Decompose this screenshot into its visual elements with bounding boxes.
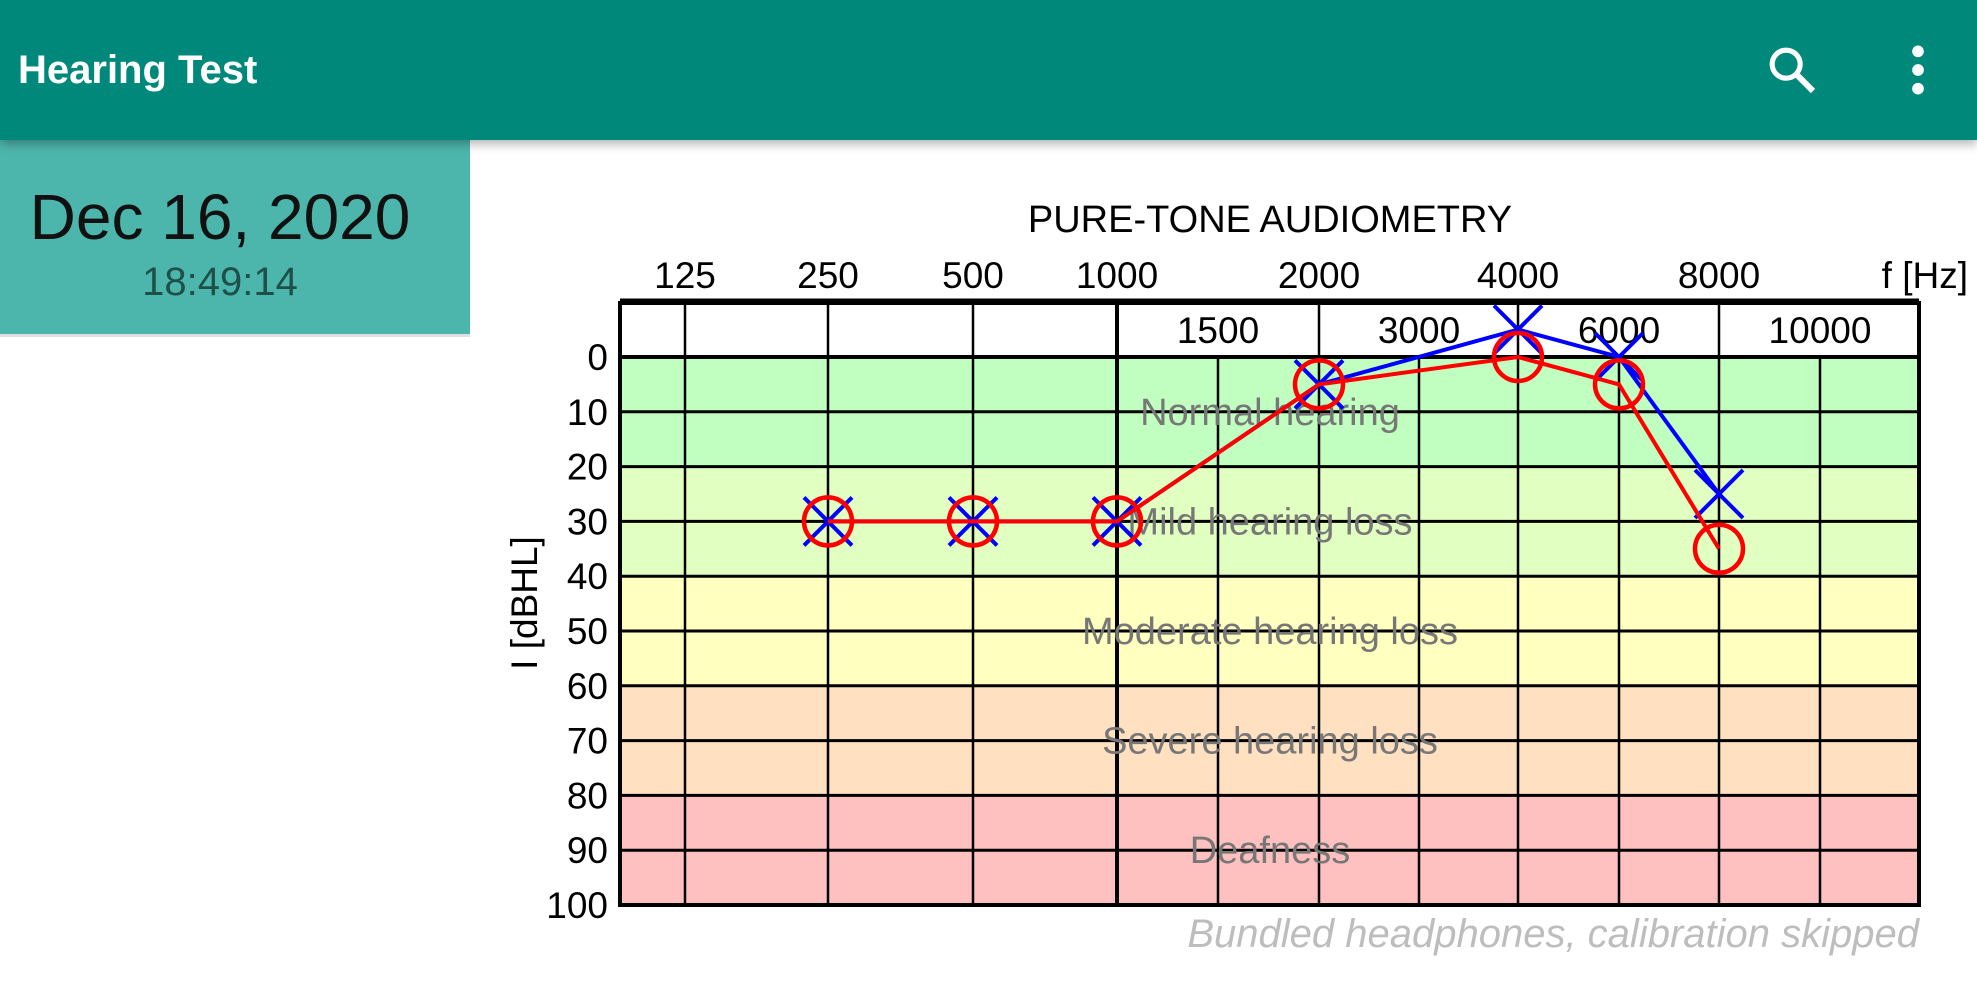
more-vert-icon bbox=[1912, 45, 1924, 95]
x-tick-label-minor: 1500 bbox=[1177, 310, 1259, 351]
right-ear-line bbox=[828, 354, 1721, 550]
chart-header-area bbox=[620, 303, 1919, 357]
right-ear-marker bbox=[1491, 330, 1545, 384]
test-list-item[interactable]: Dec 16, 2020 18:49:14 bbox=[0, 140, 470, 337]
calibration-note: Bundled headphones, calibration skipped bbox=[1187, 912, 1919, 956]
search-button[interactable] bbox=[1757, 35, 1827, 105]
search-icon bbox=[1769, 47, 1816, 94]
x-tick-label: 8000 bbox=[1678, 255, 1760, 296]
test-date: Dec 16, 2020 bbox=[29, 181, 411, 253]
zone-label: Deafness bbox=[1190, 830, 1351, 872]
y-tick-label: 50 bbox=[567, 611, 608, 652]
x-tick-label: 4000 bbox=[1477, 255, 1559, 296]
app-title: Hearing Test bbox=[18, 48, 258, 92]
y-tick-label: 40 bbox=[567, 556, 608, 597]
x-tick-label: 250 bbox=[797, 255, 859, 296]
zone-label: Moderate hearing loss bbox=[1082, 611, 1458, 653]
app-bar: Hearing Test bbox=[0, 0, 1977, 140]
zone-label: Normal hearing bbox=[1140, 392, 1400, 434]
y-tick-label: 100 bbox=[546, 885, 608, 926]
right-ear-marker bbox=[1292, 358, 1346, 411]
y-axis-label: I [dBHL] bbox=[504, 536, 545, 670]
x-tick-label: 1000 bbox=[1076, 255, 1158, 296]
zone-label: Mild hearing loss bbox=[1127, 501, 1412, 543]
zone-label: Severe hearing loss bbox=[1102, 721, 1438, 763]
right-ear-marker bbox=[946, 495, 1000, 548]
y-tick-label: 80 bbox=[567, 775, 608, 816]
x-tick-label: 500 bbox=[942, 255, 1004, 296]
right-ear-marker bbox=[1692, 522, 1746, 576]
right-ear-marker bbox=[1592, 358, 1646, 411]
test-time: 18:49:14 bbox=[142, 260, 298, 304]
x-tick-label-minor: 10000 bbox=[1769, 310, 1872, 351]
left-ear-marker bbox=[1693, 468, 1745, 520]
x-tick-label: 2000 bbox=[1278, 255, 1360, 296]
y-tick-label: 10 bbox=[567, 392, 608, 433]
left-ear-marker bbox=[1492, 304, 1544, 356]
y-tick-label: 60 bbox=[567, 666, 608, 707]
right-ear-marker bbox=[801, 495, 855, 548]
chart-title: PURE-TONE AUDIOMETRY bbox=[1028, 199, 1512, 241]
x-tick-label-minor: 6000 bbox=[1578, 310, 1660, 351]
y-tick-label: 30 bbox=[567, 501, 608, 542]
y-tick-label: 70 bbox=[567, 721, 608, 762]
more-options-button[interactable] bbox=[1883, 35, 1953, 105]
x-axis-label: f [Hz] bbox=[1882, 255, 1968, 296]
x-tick-label-minor: 3000 bbox=[1378, 310, 1460, 351]
left-ear-marker bbox=[1593, 331, 1645, 383]
x-tick-label: 125 bbox=[654, 255, 716, 296]
y-tick-label: 90 bbox=[567, 830, 608, 871]
right-ear-marker bbox=[1090, 495, 1144, 548]
y-tick-label: 0 bbox=[587, 337, 608, 378]
y-tick-label: 20 bbox=[567, 447, 608, 488]
